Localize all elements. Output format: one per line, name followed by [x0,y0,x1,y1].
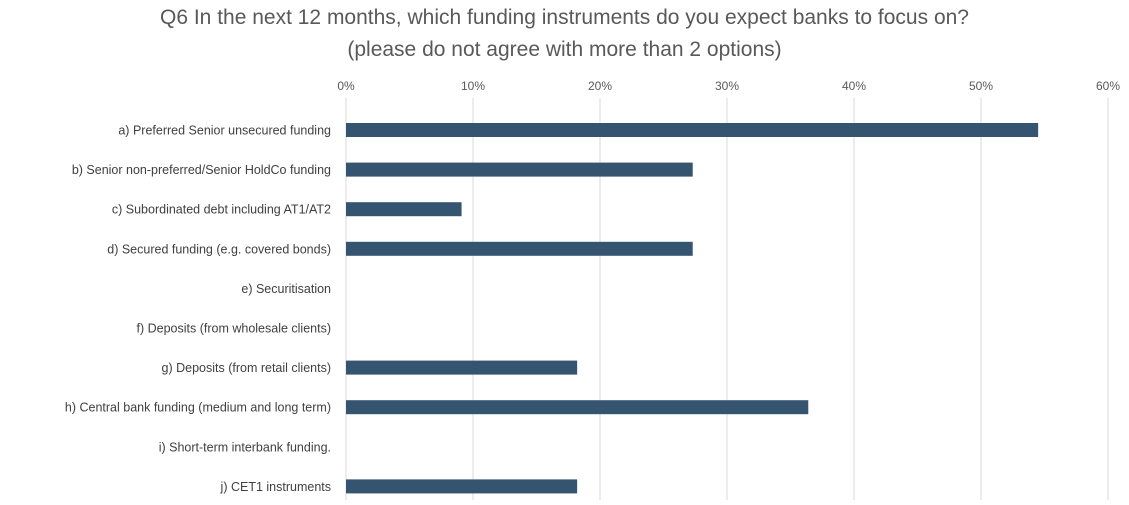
x-tick-label: 0% [337,79,355,93]
bar [346,162,693,177]
category-label: e) Securitisation [241,282,331,296]
category-label: h) Central bank funding (medium and long… [65,401,331,415]
bar [346,400,809,415]
category-label: d) Secured funding (e.g. covered bonds) [107,242,331,256]
bar [346,241,693,256]
category-label: b) Senior non-preferred/Senior HoldCo fu… [72,163,331,177]
x-tick-label: 10% [461,79,485,93]
x-tick-label: 40% [842,79,866,93]
bar [346,123,1039,137]
x-tick-label: 50% [969,79,993,93]
x-tick-label: 60% [1096,79,1120,93]
category-label: j) CET1 instruments [220,480,331,494]
bar [346,202,462,217]
chart-title: Q6 In the next 12 months, which funding … [160,6,969,29]
bar [346,360,578,375]
x-tick-label: 20% [588,79,612,93]
x-tick-label: 30% [715,79,739,93]
category-label: g) Deposits (from retail clients) [162,361,332,375]
chart-subtitle: (please do not agree with more than 2 op… [347,38,782,61]
category-label: c) Subordinated debt including AT1/AT2 [112,203,331,217]
category-label: a) Preferred Senior unsecured funding [118,124,331,138]
bar [346,479,578,494]
category-label: i) Short-term interbank funding. [159,440,331,454]
category-label: f) Deposits (from wholesale clients) [136,322,331,336]
